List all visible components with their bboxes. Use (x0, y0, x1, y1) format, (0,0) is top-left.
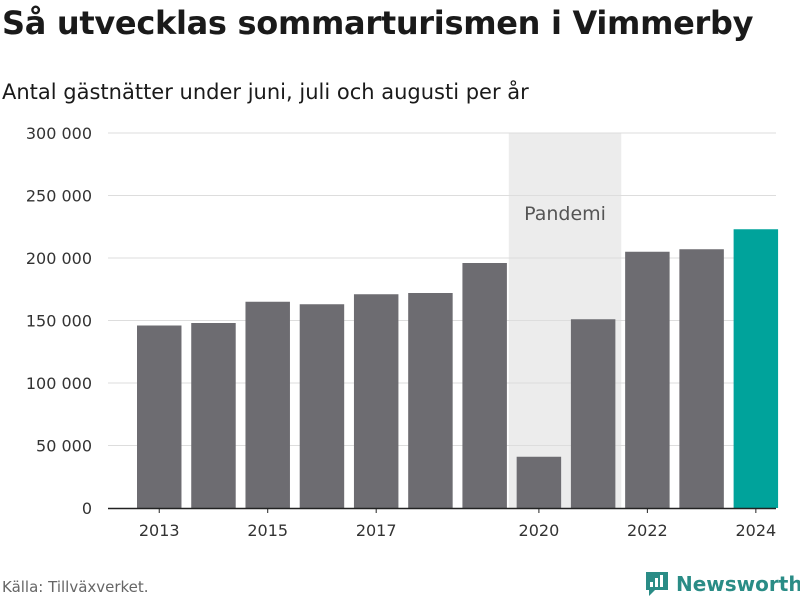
newsworthy-logo-icon (646, 572, 668, 596)
bar-2021 (570, 319, 616, 508)
bar-2024 (733, 229, 779, 508)
bar-2020 (516, 456, 562, 508)
x-tick-label: 2020 (519, 521, 560, 540)
bar-2022 (625, 251, 670, 508)
x-tick-label: 2017 (356, 521, 397, 540)
bars (137, 229, 779, 508)
y-tick-label: 250 000 (26, 187, 92, 206)
source-note: Källa: Tillväxverket. (2, 578, 149, 596)
y-tick-label: 100 000 (26, 374, 92, 393)
bar-2018 (408, 293, 453, 508)
x-tick-label: 2013 (139, 521, 180, 540)
bar-2015 (245, 301, 290, 508)
bar-2019 (462, 263, 507, 508)
pandemic-label: Pandemi (524, 203, 606, 225)
x-tick-label: 2024 (735, 521, 776, 540)
axes: 2013 2015 2017 2020 2022 2024 (108, 507, 776, 540)
y-tick-label: 300 000 (26, 124, 92, 143)
y-tick-label: 200 000 (26, 249, 92, 268)
brand-logo: Newsworthy (644, 570, 800, 598)
x-tick-label: 2015 (247, 521, 288, 540)
chart-title: Så utvecklas sommarturismen i Vimmerby (2, 4, 754, 42)
bar-2023 (679, 249, 724, 508)
chart-subtitle: Antal gästnätter under juni, juli och au… (2, 80, 529, 104)
bar-2014 (191, 323, 236, 508)
y-tick-label: 0 (82, 499, 92, 518)
y-tick-label: 150 000 (26, 312, 92, 331)
bar-2016 (299, 304, 345, 508)
bar-2013 (137, 325, 182, 508)
bar-2017 (353, 294, 399, 508)
brand-name: Newsworthy (676, 572, 800, 596)
x-tick-label: 2022 (627, 521, 668, 540)
y-tick-label: 50 000 (36, 437, 92, 456)
